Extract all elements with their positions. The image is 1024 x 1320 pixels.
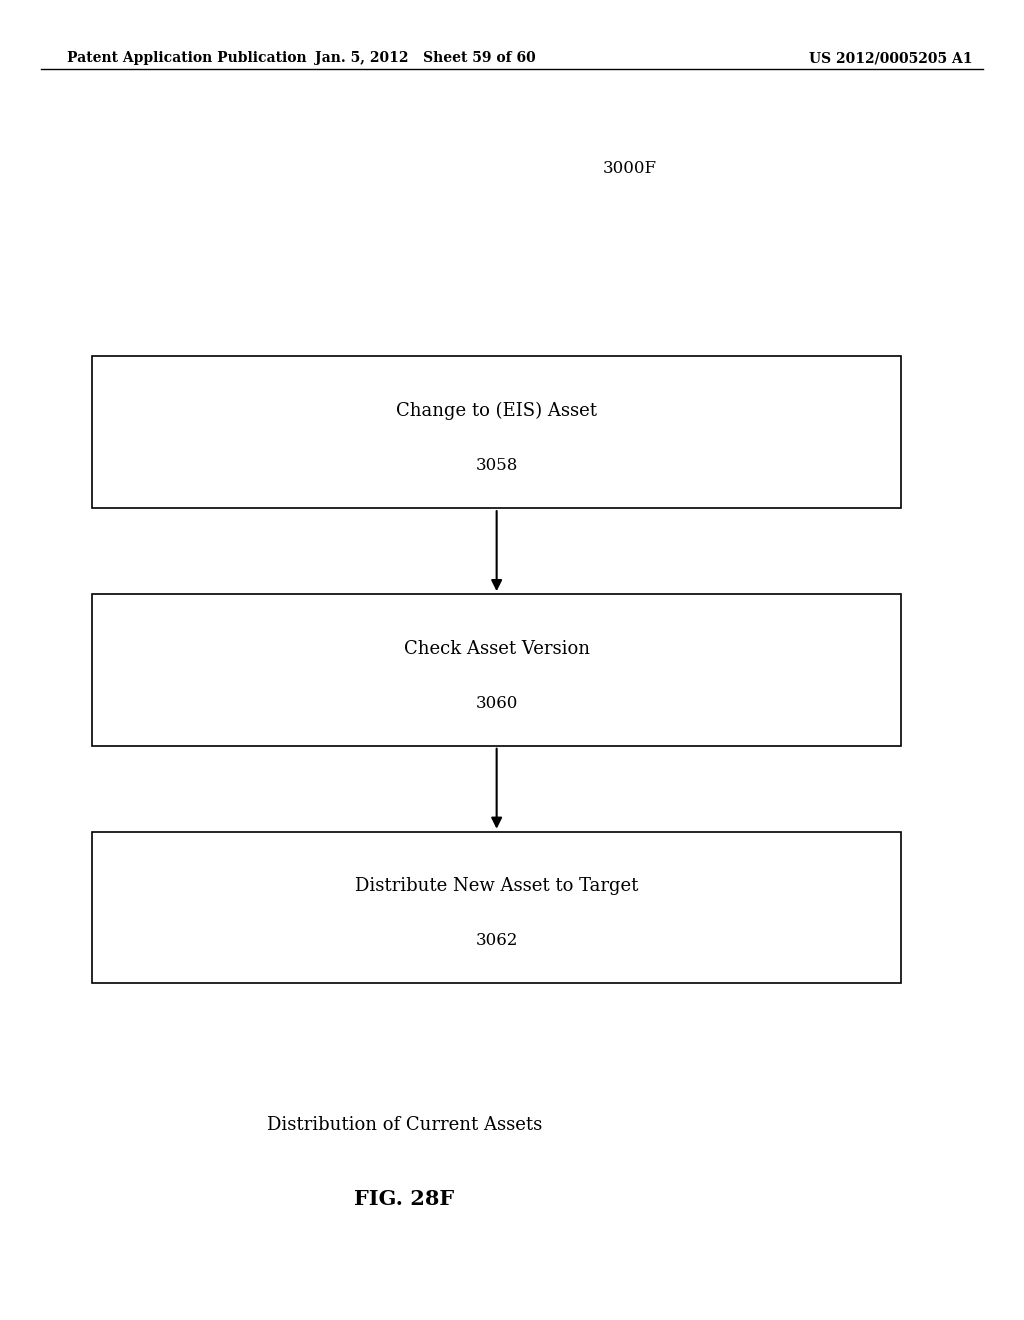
- Text: FIG. 28F: FIG. 28F: [354, 1188, 455, 1209]
- FancyBboxPatch shape: [92, 356, 901, 508]
- Text: 3000F: 3000F: [603, 161, 656, 177]
- Text: 3058: 3058: [475, 457, 518, 474]
- FancyBboxPatch shape: [92, 832, 901, 983]
- Text: 3062: 3062: [475, 932, 518, 949]
- Text: Check Asset Version: Check Asset Version: [403, 640, 590, 657]
- Text: Jan. 5, 2012   Sheet 59 of 60: Jan. 5, 2012 Sheet 59 of 60: [314, 51, 536, 65]
- Text: US 2012/0005205 A1: US 2012/0005205 A1: [809, 51, 973, 65]
- FancyBboxPatch shape: [92, 594, 901, 746]
- Text: 3060: 3060: [475, 694, 518, 711]
- Text: Distribution of Current Assets: Distribution of Current Assets: [267, 1115, 542, 1134]
- Text: Patent Application Publication: Patent Application Publication: [67, 51, 306, 65]
- Text: Change to (EIS) Asset: Change to (EIS) Asset: [396, 401, 597, 420]
- Text: Distribute New Asset to Target: Distribute New Asset to Target: [355, 878, 638, 895]
